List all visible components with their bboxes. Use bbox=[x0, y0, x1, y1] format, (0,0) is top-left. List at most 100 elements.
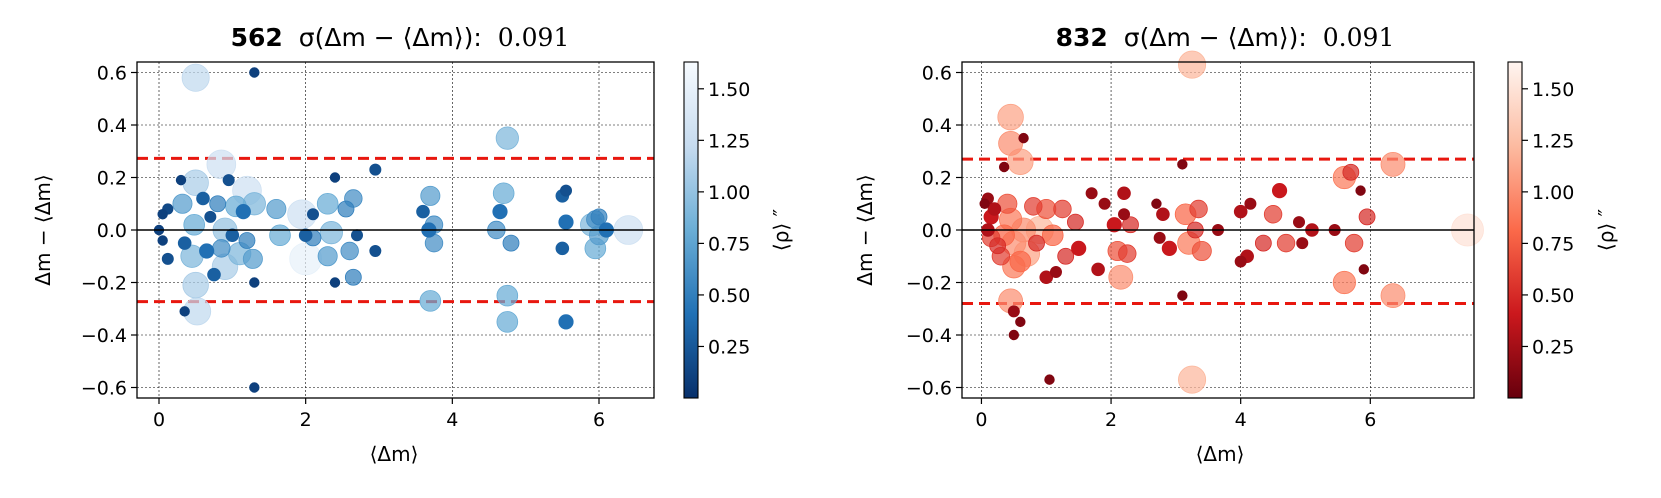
data-point bbox=[266, 198, 287, 219]
data-point bbox=[1263, 205, 1283, 224]
y-tick-label: −0.4 bbox=[906, 325, 952, 347]
x-axis-label: ⟨Δm⟩ bbox=[1196, 442, 1245, 466]
data-point bbox=[1009, 250, 1032, 273]
data-point bbox=[1380, 283, 1406, 309]
y-tick-label: 0.2 bbox=[97, 168, 127, 190]
data-point bbox=[1244, 197, 1257, 210]
data-point bbox=[207, 267, 221, 282]
data-point bbox=[1024, 197, 1043, 216]
data-point bbox=[560, 184, 573, 197]
data-point bbox=[1177, 159, 1188, 170]
data-point bbox=[206, 149, 237, 180]
data-point bbox=[157, 235, 168, 246]
colorbar-tick-label: 1.00 bbox=[708, 182, 750, 204]
data-point bbox=[1271, 183, 1288, 199]
data-point bbox=[1122, 216, 1139, 234]
y-tick-label: −0.2 bbox=[81, 273, 127, 295]
title-stat: σ(Δm − ⟨Δm⟩): bbox=[1124, 23, 1307, 52]
data-point bbox=[987, 202, 1002, 216]
data-point bbox=[1151, 198, 1162, 209]
colorbar-tick-label: 1.00 bbox=[1532, 182, 1574, 204]
data-point bbox=[238, 232, 256, 249]
data-point bbox=[157, 209, 168, 220]
data-point bbox=[369, 163, 382, 176]
data-point bbox=[1189, 199, 1208, 219]
data-point bbox=[1177, 290, 1188, 301]
data-point bbox=[1007, 305, 1020, 318]
data-point bbox=[1153, 231, 1166, 244]
data-point bbox=[1117, 186, 1131, 201]
y-axis-label: Δm − ⟨Δm⟩ bbox=[31, 174, 55, 285]
colorbar-tick-label: 1.25 bbox=[1532, 130, 1574, 152]
data-point bbox=[1044, 374, 1055, 385]
data-point bbox=[329, 172, 341, 183]
data-point bbox=[1178, 50, 1207, 79]
data-point bbox=[1178, 365, 1207, 394]
x-tick-label: 0 bbox=[153, 409, 165, 431]
data-point bbox=[199, 243, 215, 259]
data-point bbox=[1039, 270, 1054, 285]
data-point bbox=[1380, 151, 1406, 177]
data-point bbox=[492, 204, 508, 220]
data-point bbox=[209, 195, 227, 213]
panel-right: 832 σ(Δm − ⟨Δm⟩): 0.091 ⟨Δm⟩ Δm − ⟨Δm⟩ ⟨… bbox=[853, 23, 1618, 466]
data-point bbox=[182, 271, 209, 299]
data-point bbox=[1358, 264, 1370, 275]
title-right: 832 σ(Δm − ⟨Δm⟩): 0.091 bbox=[1056, 23, 1395, 52]
colorbar-tick-label: 0.75 bbox=[1532, 233, 1574, 255]
data-point bbox=[225, 228, 240, 243]
data-point bbox=[337, 200, 355, 218]
data-point bbox=[1098, 197, 1111, 210]
title-id: 832 bbox=[1056, 23, 1108, 52]
data-point bbox=[1355, 185, 1366, 196]
y-tick-label: 0.6 bbox=[922, 63, 952, 85]
data-point bbox=[196, 191, 210, 206]
data-point bbox=[177, 236, 192, 250]
data-point bbox=[1085, 187, 1098, 200]
data-point bbox=[1161, 240, 1177, 256]
data-point bbox=[319, 221, 343, 245]
data-point bbox=[249, 382, 260, 393]
data-point bbox=[1008, 329, 1020, 341]
data-point bbox=[172, 193, 193, 214]
data-point bbox=[1156, 207, 1170, 222]
title-value: 0.091 bbox=[1323, 23, 1395, 52]
data-point bbox=[495, 126, 519, 150]
y-tick-label: −0.6 bbox=[906, 378, 952, 400]
x-tick-label: 2 bbox=[1105, 409, 1117, 431]
data-point bbox=[1057, 247, 1075, 265]
y-axis-label: Δm − ⟨Δm⟩ bbox=[853, 174, 877, 285]
x-tick-label: 0 bbox=[975, 409, 987, 431]
colorbar-tick-label: 0.75 bbox=[708, 233, 750, 255]
data-point bbox=[1332, 270, 1356, 295]
data-point bbox=[1293, 216, 1306, 229]
y-tick-label: 0.0 bbox=[97, 220, 127, 242]
data-point bbox=[1053, 199, 1072, 219]
colorbar-tick-label: 1.50 bbox=[708, 79, 750, 101]
data-point bbox=[1234, 255, 1247, 268]
title-left: 562 σ(Δm − ⟨Δm⟩): 0.091 bbox=[231, 23, 570, 52]
data-point bbox=[590, 208, 608, 226]
data-point bbox=[1108, 264, 1134, 290]
data-point bbox=[181, 63, 210, 92]
data-point bbox=[1071, 240, 1087, 256]
data-point bbox=[1041, 224, 1064, 247]
data-point bbox=[1344, 233, 1364, 253]
y-tick-label: 0.4 bbox=[97, 115, 127, 137]
data-point bbox=[1276, 233, 1296, 253]
data-point bbox=[1091, 262, 1105, 277]
data-point bbox=[1018, 132, 1029, 144]
data-point bbox=[1118, 244, 1137, 263]
colorbar-tick-label: 0.50 bbox=[1532, 285, 1574, 307]
data-point bbox=[340, 241, 359, 261]
data-point bbox=[175, 174, 187, 186]
data-point bbox=[204, 210, 217, 223]
panel-left: 562 σ(Δm − ⟨Δm⟩): 0.091 ⟨Δm⟩ Δm − ⟨Δm⟩ ⟨… bbox=[31, 23, 793, 466]
data-point bbox=[416, 204, 430, 219]
data-point bbox=[369, 244, 382, 257]
title-id: 562 bbox=[231, 23, 283, 52]
data-point bbox=[1233, 204, 1248, 219]
title-stat: σ(Δm − ⟨Δm⟩): bbox=[299, 23, 482, 52]
data-point bbox=[329, 277, 341, 288]
data-point bbox=[1296, 237, 1309, 250]
